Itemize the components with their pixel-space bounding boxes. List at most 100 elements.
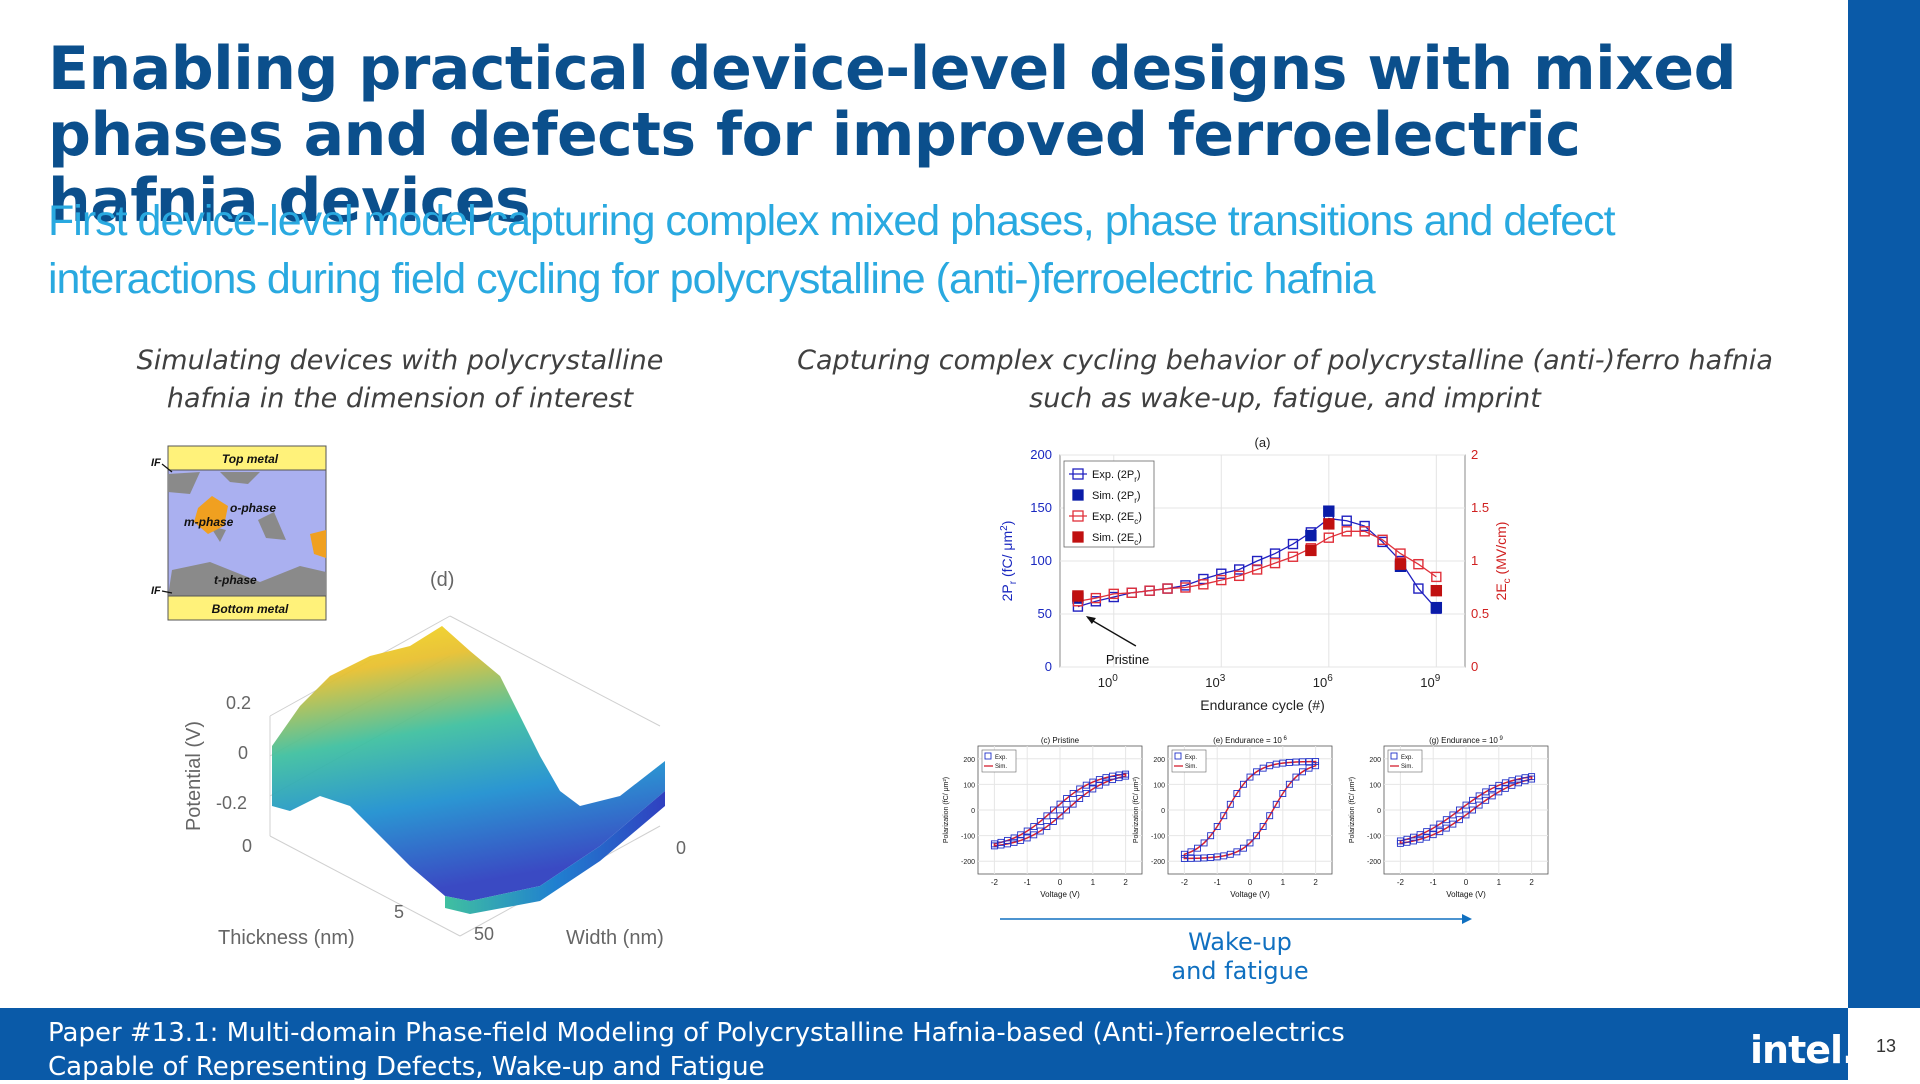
loop-exp-marker bbox=[1501, 779, 1509, 787]
endurance-legend-marker bbox=[1072, 510, 1084, 522]
loop-x-tick-label: 0 bbox=[1464, 878, 1469, 887]
endurance-series-line bbox=[1077, 530, 1437, 602]
loop-legend-exp-marker bbox=[1390, 752, 1398, 760]
surface-plot: (d) Potential (V) 0.2 0 -0.2 0 5 0 50 Th… bbox=[183, 569, 686, 949]
loop-exp-marker bbox=[1508, 781, 1516, 789]
loop-exp-marker bbox=[1069, 800, 1077, 808]
loop-exp-marker bbox=[1017, 831, 1025, 839]
loop-exp-marker bbox=[1495, 781, 1503, 789]
loop-y-label: Polarization (fC/ μm²) bbox=[1349, 777, 1356, 843]
loop-exp-marker bbox=[1004, 840, 1011, 848]
loop-exp-marker bbox=[1272, 800, 1280, 808]
endurance-y2-tick-label: 1 bbox=[1471, 553, 1478, 568]
wake-up-arrow bbox=[1000, 914, 1472, 924]
wake-up-label-line1: Wake-up bbox=[1188, 928, 1292, 956]
loop-x-tick-label: 2 bbox=[1313, 878, 1318, 887]
loop-x-tick-label: 0 bbox=[1248, 878, 1253, 887]
loop-sim-curve bbox=[993, 773, 1127, 847]
loop-legend: Exp. Sim. bbox=[981, 749, 1017, 773]
endurance-sim-marker bbox=[1305, 529, 1317, 542]
loop-legend-exp-label: Exp. bbox=[1185, 755, 1197, 761]
loop-y-tick-label: 0 bbox=[971, 808, 975, 815]
loop-exp-marker bbox=[1501, 784, 1509, 792]
loop-exp-marker bbox=[1423, 828, 1431, 836]
loop-exp-marker bbox=[1076, 795, 1084, 802]
loop-exp-marker bbox=[1109, 776, 1116, 784]
loop-exp-marker bbox=[1220, 812, 1228, 820]
loop-exp-marker bbox=[1429, 831, 1437, 839]
footer-bar: Paper #13.1: Multi-domain Phase-field Mo… bbox=[0, 1008, 1856, 1082]
loop-x-label: Voltage (V) bbox=[1040, 890, 1080, 899]
endurance-y-tick-label: 200 bbox=[1030, 447, 1052, 462]
endurance-y-tick-label: 50 bbox=[1038, 606, 1052, 621]
loop-exp-marker bbox=[1455, 816, 1463, 824]
loop-exp-marker bbox=[1482, 796, 1490, 804]
endurance-exp-marker bbox=[1180, 582, 1191, 593]
loop-exp-marker bbox=[1226, 850, 1234, 858]
loop-exp-marker bbox=[1469, 796, 1477, 804]
endurance-y-tick-label: 100 bbox=[1030, 553, 1052, 568]
loop-exp-marker bbox=[1403, 835, 1411, 843]
endurance-sim-marker bbox=[1305, 544, 1317, 557]
loop-exp-marker bbox=[1030, 831, 1038, 839]
surface-z-label: Potential (V) bbox=[183, 721, 205, 831]
loop-exp-marker bbox=[1521, 774, 1529, 782]
loop-x-tick-label: 0 bbox=[1058, 878, 1063, 887]
endurance-sim-marker bbox=[1323, 505, 1335, 517]
loop-y-tick-label: -200 bbox=[1367, 859, 1381, 866]
endurance-sim-marker bbox=[1430, 601, 1443, 614]
loop-sim-curve bbox=[1183, 760, 1317, 860]
loop-exp-marker bbox=[1122, 770, 1130, 778]
loop-exp-marker bbox=[1442, 816, 1450, 824]
loop-exp-marker bbox=[1312, 758, 1320, 765]
loop-exp-marker bbox=[1233, 848, 1241, 856]
loop-exp-marker bbox=[1200, 839, 1208, 847]
right-caption: Capturing complex cycling behavior of po… bbox=[797, 345, 1773, 414]
endurance-y2-tick-label: 1.5 bbox=[1471, 500, 1489, 515]
surface-thickness-tick-2: 5 bbox=[394, 902, 404, 922]
device-schematic: Top metal Bottom metal o-phase m-phase t… bbox=[151, 445, 327, 621]
endurance-chart: 0 50 100 150 200 0 0.5 1 1.5 2 100 103 106 109 (a) Endu… bbox=[999, 435, 1513, 713]
grain-gray-3 bbox=[258, 512, 286, 540]
endurance-exp-marker bbox=[1162, 583, 1173, 594]
o-phase-label: o-phase bbox=[230, 501, 276, 515]
loop-exp-marker bbox=[1436, 828, 1444, 836]
loop-exp-marker bbox=[1030, 823, 1038, 831]
loop-exp-marker bbox=[1266, 762, 1274, 770]
surface-width-tick-1: 0 bbox=[676, 838, 686, 858]
loop-y-tick-label: -100 bbox=[1367, 834, 1381, 841]
intel-logo: intel. bbox=[1750, 1028, 1856, 1072]
endurance-exp-marker bbox=[1287, 551, 1299, 562]
loop-exp-marker bbox=[1187, 854, 1195, 862]
loop-legend-sim-label: Sim. bbox=[1185, 764, 1197, 770]
endurance-exp-marker bbox=[1144, 585, 1155, 596]
wake-up-label-line2: and fatigue bbox=[1171, 957, 1309, 985]
loop-exp-marker bbox=[1285, 780, 1293, 788]
wake-up-label: Wake-up and fatigue bbox=[1120, 928, 1360, 986]
endurance-exp-marker bbox=[1251, 564, 1263, 575]
if-bottom-label: IF bbox=[151, 585, 161, 597]
endurance-legend-label: Exp. (2Pr) bbox=[1092, 469, 1141, 484]
loop-exp-marker bbox=[1023, 834, 1031, 842]
loop-legend: Exp. Sim. bbox=[1171, 749, 1207, 773]
endurance-y2-tick-label: 2 bbox=[1471, 447, 1478, 462]
loop-x-tick-label: 2 bbox=[1123, 878, 1128, 887]
loop-y-tick-label: 100 bbox=[1369, 782, 1381, 789]
loop-exp-marker bbox=[1416, 835, 1424, 843]
loop-y-tick-label: -100 bbox=[1151, 834, 1165, 841]
loop-y-tick-label: 0 bbox=[1161, 808, 1165, 815]
loop-exp-marker bbox=[1475, 801, 1483, 809]
loop-y-tick-label: 200 bbox=[1153, 757, 1165, 764]
loop-exp-marker bbox=[1063, 806, 1071, 814]
endurance-y-tick-label: 0 bbox=[1045, 659, 1052, 674]
surface-z-tick-1: 0.2 bbox=[226, 693, 251, 713]
loop-y-tick-label: -200 bbox=[1151, 859, 1165, 866]
endurance-sim-marker bbox=[1323, 518, 1335, 530]
pristine-loop-chart: -2 -1 0 1 2 -200 -100 0 100 200 (c) Pristine Voltag… bbox=[943, 736, 1143, 899]
loop-legend-sim-label: Sim. bbox=[1401, 764, 1413, 770]
loop-exp-marker bbox=[1423, 833, 1431, 841]
loop-exp-marker bbox=[1063, 795, 1071, 802]
endurance-exp-marker bbox=[1234, 564, 1245, 575]
endurance-exp-marker bbox=[1090, 592, 1102, 604]
loop-exp-marker bbox=[1239, 780, 1247, 788]
